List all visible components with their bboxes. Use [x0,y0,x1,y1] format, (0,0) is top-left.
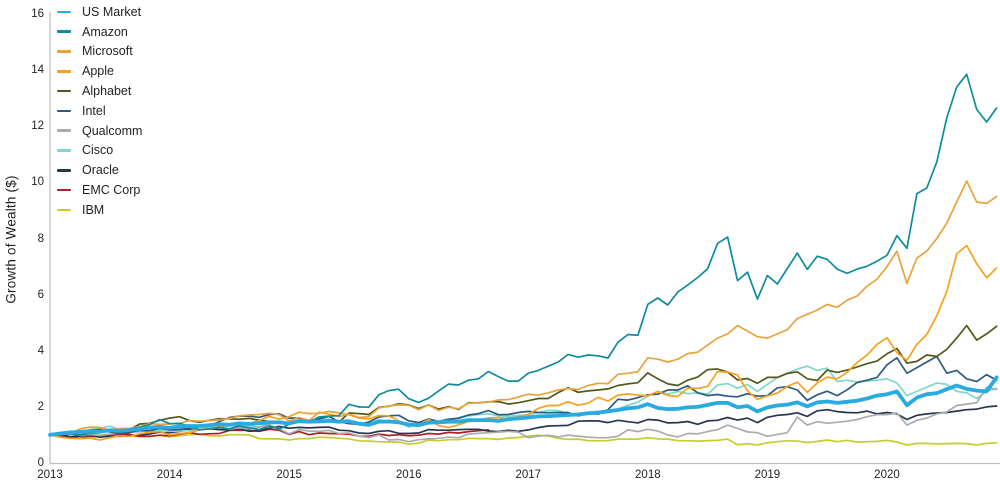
y-tick-label-14: 14 [31,64,44,77]
legend-item-cisco: Cisco [57,141,142,161]
legend-item-ibm: IBM [57,200,142,220]
legend-label: Alphabet [82,84,132,99]
legend-swatch-amazon [57,30,71,33]
y-tick-label-0: 0 [37,457,44,469]
y-tick-label-8: 8 [37,232,44,245]
legend-swatch-alphabet [57,89,71,93]
legend-swatch-ibm [57,208,71,212]
x-tick-label-2020: 2020 [874,469,900,481]
legend-label: Qualcomm [82,123,143,138]
legend-item-alphabet: Alphabet [57,81,142,101]
y-tick-label-6: 6 [37,288,44,301]
legend-label: Oracle [82,163,119,178]
y-tick-label-4: 4 [37,344,44,357]
legend-label: Cisco [82,143,114,158]
legend-item-us-market: US Market [57,2,142,22]
legend-label: Amazon [82,24,128,39]
series-line-us-market [48,375,999,437]
legend-label: Intel [82,103,106,118]
legend-swatch-emc-corp [57,188,71,192]
legend-swatch-microsoft [57,50,71,53]
y-tick-label-10: 10 [31,176,44,189]
x-tick-label-2017: 2017 [515,469,542,481]
legend-swatch-apple [57,69,71,73]
x-tick-label-2016: 2016 [395,469,422,481]
legend-item-amazon: Amazon [57,22,142,42]
legend-item-emc-corp: EMC Corp [57,180,142,200]
series-line-amazon [49,73,998,436]
y-tick-label-16: 16 [31,8,44,20]
legend-item-microsoft: Microsoft [57,42,142,62]
legend-item-qualcomm: Qualcomm [57,121,142,141]
legend-swatch-qualcomm [57,129,71,132]
series-line-emc-corp [49,428,490,440]
x-tick-label-2019: 2019 [754,469,781,481]
legend-item-oracle: Oracle [57,160,142,180]
legend-label: IBM [82,202,105,217]
y-axis-title: Growth of Wealth ($) [3,175,19,304]
legend-item-intel: Intel [57,101,142,121]
legend-swatch-us-market [57,10,71,14]
series-line-microsoft [49,180,998,436]
series-line-ibm [49,431,998,446]
legend-label: Microsoft [82,44,133,59]
legend-item-apple: Apple [57,61,142,81]
legend-swatch-cisco [57,149,71,152]
legend-label: Apple [82,64,114,79]
legend-label: US Market [82,4,142,19]
x-tick-label-2014: 2014 [156,469,183,481]
legend-swatch-oracle [57,168,71,172]
x-tick-label-2015: 2015 [276,469,302,481]
legend-swatch-intel [57,109,71,113]
legend-label: EMC Corp [82,183,141,198]
y-tick-label-12: 12 [31,120,44,133]
series-line-apple [49,244,998,441]
legend: US Market Amazon Microsoft Apple Alphabet Int… [57,2,142,220]
x-tick-label-2018: 2018 [635,469,661,481]
y-tick-label-2: 2 [37,400,44,413]
x-tick-label-2013: 2013 [37,469,63,481]
